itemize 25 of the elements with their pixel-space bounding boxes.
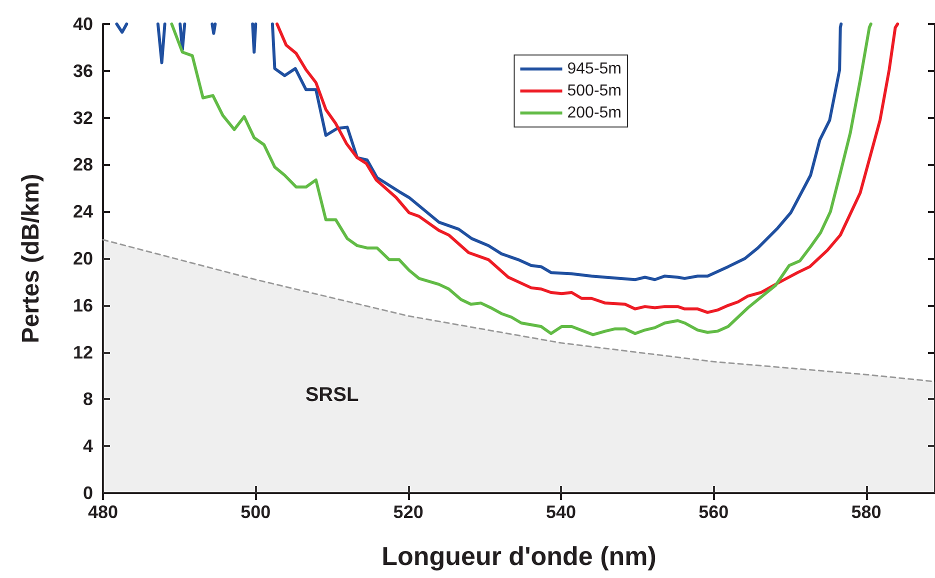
- y-tick-label: 36: [72, 60, 93, 81]
- y-tick-label: 32: [72, 108, 93, 128]
- x-tick-label: 500: [240, 502, 271, 522]
- y-tick-label: 8: [82, 389, 93, 410]
- x-tick-label: 560: [698, 502, 729, 522]
- x-tick-label: 580: [851, 502, 882, 522]
- y-tick-label: 4: [82, 436, 93, 456]
- y-axis-title: Pertes (dB/km): [18, 174, 44, 344]
- y-tick-label: 40: [72, 14, 93, 34]
- line-series: [170, 22, 872, 336]
- legend-label: 945-5m: [567, 60, 622, 78]
- y-tick-label: 20: [72, 248, 93, 268]
- annotation: SRSL: [305, 384, 359, 406]
- y-tick-label: 0: [82, 483, 93, 503]
- y-tick-label: 24: [72, 202, 93, 222]
- y-tick-label: 28: [72, 154, 93, 175]
- line-series: [276, 22, 900, 314]
- legend-label: 200-5m: [567, 104, 622, 122]
- x-axis-title: Longueur d'onde (nm): [382, 541, 656, 571]
- x-tick-label: 540: [546, 502, 576, 522]
- legend-label: 500-5m: [567, 82, 622, 100]
- y-tick-label: 16: [72, 295, 93, 316]
- x-tick-label: 520: [393, 502, 424, 522]
- x-tick-label: 480: [88, 502, 118, 522]
- y-tick-label: 12: [72, 342, 93, 362]
